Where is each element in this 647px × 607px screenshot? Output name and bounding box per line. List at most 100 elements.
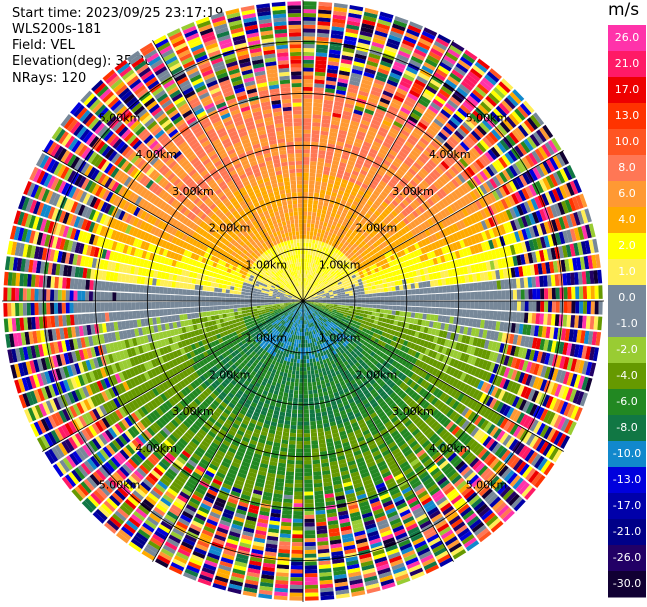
range-gate [303, 192, 308, 196]
range-gate [482, 136, 493, 148]
range-gate [358, 347, 364, 353]
range-gate [440, 382, 448, 392]
range-gate [446, 139, 456, 149]
range-gate [460, 317, 466, 326]
range-gate [311, 259, 314, 264]
range-gate [305, 584, 319, 589]
range-gate [304, 569, 318, 574]
range-gate [369, 319, 375, 324]
range-gate [508, 180, 518, 192]
range-gate [348, 234, 354, 241]
range-gate [476, 142, 487, 153]
range-gate [448, 152, 459, 162]
range-gate [438, 239, 445, 247]
range-gate [402, 405, 411, 414]
range-gate [392, 335, 398, 342]
range-gate [541, 262, 547, 275]
range-gate [350, 190, 357, 197]
range-gate [366, 60, 379, 68]
start-time-label: Start time: 2023/09/25 23:17:19 [12, 6, 224, 21]
range-gate [297, 331, 300, 336]
range-gate [388, 334, 394, 340]
range-gate [303, 394, 309, 399]
range-gate [410, 244, 417, 252]
range-gate [400, 227, 407, 235]
range-gate [346, 238, 352, 244]
range-gate [334, 101, 344, 107]
range-gate [454, 250, 461, 259]
range-gate [489, 178, 498, 189]
range-gate [504, 196, 513, 208]
range-gate [322, 115, 331, 121]
range-gate [352, 237, 358, 243]
range-gate [473, 479, 485, 491]
range-gate [435, 202, 443, 211]
range-gate [361, 277, 366, 282]
range-gate [597, 316, 603, 331]
range-gate [436, 92, 448, 102]
range-gate [303, 36, 315, 41]
range-gate [359, 274, 365, 279]
range-gate [539, 222, 547, 235]
range-gate [358, 127, 368, 134]
range-gate [445, 236, 452, 245]
range-gate [556, 433, 567, 448]
range-gate [510, 220, 518, 231]
range-gate [381, 201, 389, 208]
range-gate [465, 246, 472, 256]
range-gate [376, 334, 382, 340]
range-gate [303, 211, 308, 216]
range-gate [511, 193, 520, 205]
range-gate [318, 201, 324, 206]
range-gate [361, 301, 366, 304]
range-gate [357, 42, 370, 49]
range-gate [329, 281, 334, 286]
range-gate [304, 440, 311, 445]
range-gate [310, 145, 319, 150]
range-gate [326, 303, 331, 306]
range-gate [337, 316, 343, 321]
range-gate [551, 301, 556, 313]
range-gate [597, 269, 603, 284]
range-gate [314, 192, 320, 198]
range-gate [305, 339, 308, 344]
range-gate [498, 247, 505, 258]
range-gate [435, 115, 447, 125]
range-gate [318, 303, 323, 305]
range-gate [315, 60, 327, 65]
range-gate [426, 54, 440, 65]
range-gate [439, 188, 448, 198]
range-gate [410, 86, 423, 95]
range-gate [323, 99, 334, 105]
range-gate [405, 397, 413, 405]
range-gate [446, 331, 452, 340]
range-gate [410, 350, 417, 357]
range-gate [356, 259, 362, 265]
range-gate [443, 465, 455, 476]
range-gate [329, 264, 334, 269]
range-gate [350, 281, 355, 285]
range-gate [336, 240, 341, 246]
range-gate [360, 82, 372, 90]
range-gate [346, 24, 360, 31]
range-gate [584, 240, 591, 254]
range-gate [341, 337, 347, 342]
range-gate [393, 186, 402, 194]
range-gate [396, 87, 408, 96]
range-gate [495, 353, 503, 364]
range-gate [581, 345, 588, 359]
range-gate [378, 230, 385, 237]
range-gate [351, 149, 360, 156]
range-gate [321, 305, 326, 307]
range-gate [529, 264, 536, 276]
range-gate [394, 139, 404, 147]
range-gate [470, 292, 475, 300]
range-gate [502, 405, 512, 417]
range-gate [303, 242, 306, 247]
range-gate [363, 112, 373, 119]
range-gate [446, 205, 455, 215]
range-gate [317, 295, 322, 297]
range-gate [336, 289, 341, 292]
range-gate [314, 297, 319, 299]
range-gate [465, 471, 477, 483]
